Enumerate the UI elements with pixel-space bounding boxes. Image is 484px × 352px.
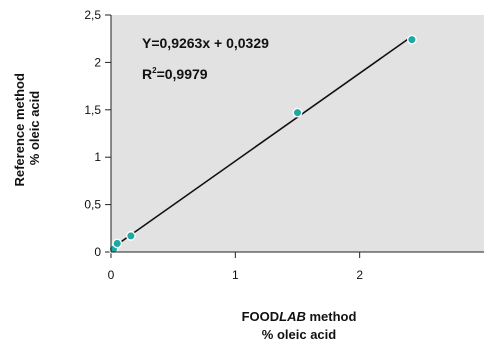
x-axis-title-part-lab: LAB	[279, 309, 306, 324]
x-axis-title-unit: % oleic acid	[262, 327, 336, 342]
y-tick-label: 1	[94, 150, 101, 164]
y-ticks: 0 0,5 1 1,5 2 2,5	[84, 8, 111, 259]
x-axis-title-line-2: % oleic acid	[262, 327, 336, 342]
data-point	[292, 107, 303, 118]
y-axis-title: Reference method % oleic acid	[12, 69, 42, 186]
y-tick-label: 0,5	[84, 198, 101, 212]
r-squared-label: R2=0,9979	[142, 66, 208, 82]
regression-equation: Y=0,9263x + 0,0329	[142, 35, 269, 51]
x-axis-title-line-1: FOODLAB method	[242, 309, 357, 324]
x-tick-label: 1	[232, 268, 239, 282]
data-point	[126, 231, 136, 241]
plot-area	[111, 15, 484, 252]
y-tick-label: 0	[94, 245, 101, 259]
y-axis-title-line-1: Reference method	[12, 73, 27, 186]
r-squared-superscript: 2	[152, 66, 157, 75]
x-tick-label: 0	[108, 268, 115, 282]
trendline	[110, 35, 413, 250]
x-axis-title-part-method: method	[306, 309, 357, 324]
trendline-group	[110, 35, 413, 250]
r-squared-value: =0,9979	[157, 66, 208, 82]
x-axis-title-part-food: FOOD	[242, 309, 280, 324]
x-tick-label: 2	[356, 268, 363, 282]
y-tick-label: 1,5	[84, 103, 101, 117]
data-point	[407, 34, 417, 45]
x-ticks: 0 1 2	[108, 252, 363, 282]
y-tick-label: 2,5	[84, 8, 101, 22]
r-squared-prefix: R	[142, 66, 152, 82]
y-axis-title-line-2: % oleic acid	[27, 91, 42, 165]
data-point	[112, 238, 123, 249]
y-tick-label: 2	[94, 55, 101, 69]
